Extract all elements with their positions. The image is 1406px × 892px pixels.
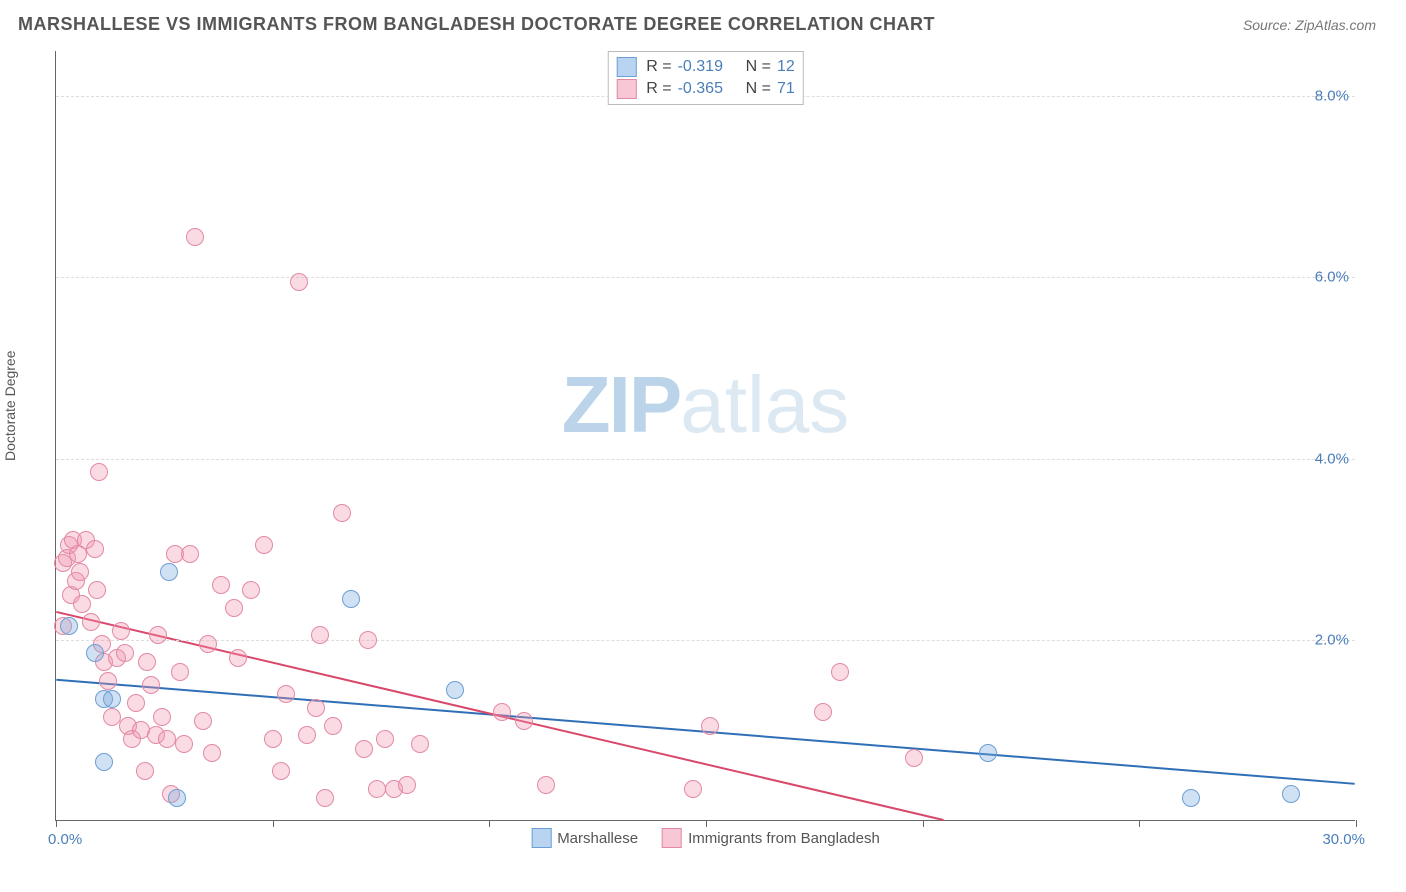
scatter-point-bangladesh — [324, 717, 342, 735]
scatter-point-bangladesh — [186, 228, 204, 246]
stats-legend-box: R = -0.319 N = 12 R = -0.365 N = 71 — [607, 51, 803, 105]
scatter-point-bangladesh — [298, 726, 316, 744]
plot-area: ZIPatlas R = -0.319 N = 12 R = -0.365 N … — [55, 51, 1355, 821]
scatter-point-bangladesh — [272, 762, 290, 780]
scatter-point-bangladesh — [277, 685, 295, 703]
scatter-point-bangladesh — [831, 663, 849, 681]
y-tick-label: 6.0% — [1315, 269, 1349, 286]
scatter-point-marshallese — [160, 563, 178, 581]
scatter-point-bangladesh — [86, 540, 104, 558]
scatter-point-bangladesh — [290, 273, 308, 291]
x-tick-mark — [923, 820, 924, 827]
scatter-point-marshallese — [342, 590, 360, 608]
scatter-point-bangladesh — [158, 730, 176, 748]
stats-row-bangladesh: R = -0.365 N = 71 — [612, 78, 798, 100]
gridline — [56, 277, 1355, 278]
scatter-point-bangladesh — [99, 672, 117, 690]
bottom-legend: Marshallese Immigrants from Bangladesh — [531, 828, 880, 848]
scatter-point-bangladesh — [171, 663, 189, 681]
scatter-point-bangladesh — [311, 626, 329, 644]
scatter-point-bangladesh — [181, 545, 199, 563]
x-tick-mark — [1139, 820, 1140, 827]
scatter-point-bangladesh — [82, 613, 100, 631]
scatter-point-marshallese — [1182, 789, 1200, 807]
scatter-point-bangladesh — [212, 576, 230, 594]
scatter-point-bangladesh — [127, 694, 145, 712]
scatter-point-bangladesh — [142, 676, 160, 694]
chart-header: MARSHALLESE VS IMMIGRANTS FROM BANGLADES… — [0, 0, 1406, 41]
scatter-point-bangladesh — [398, 776, 416, 794]
y-tick-label: 2.0% — [1315, 631, 1349, 648]
scatter-point-bangladesh — [814, 703, 832, 721]
scatter-point-bangladesh — [242, 581, 260, 599]
scatter-point-bangladesh — [264, 730, 282, 748]
scatter-point-bangladesh — [225, 599, 243, 617]
scatter-point-marshallese — [1282, 785, 1300, 803]
swatch-icon — [662, 828, 682, 848]
scatter-point-bangladesh — [136, 762, 154, 780]
watermark: ZIPatlas — [562, 359, 849, 451]
scatter-point-marshallese — [95, 753, 113, 771]
x-tick-mark — [1356, 820, 1357, 827]
scatter-point-bangladesh — [355, 740, 373, 758]
scatter-point-bangladesh — [90, 463, 108, 481]
scatter-point-bangladesh — [175, 735, 193, 753]
scatter-point-bangladesh — [359, 631, 377, 649]
scatter-point-bangladesh — [411, 735, 429, 753]
scatter-point-bangladesh — [316, 789, 334, 807]
scatter-point-bangladesh — [376, 730, 394, 748]
scatter-point-bangladesh — [229, 649, 247, 667]
trend-lines — [56, 51, 1355, 820]
scatter-point-bangladesh — [116, 644, 134, 662]
x-tick-last: 30.0% — [1322, 831, 1365, 848]
scatter-point-bangladesh — [537, 776, 555, 794]
scatter-point-bangladesh — [73, 595, 91, 613]
scatter-point-bangladesh — [138, 653, 156, 671]
y-axis-label: Doctorate Degree — [2, 350, 18, 461]
x-tick-mark — [489, 820, 490, 827]
scatter-point-bangladesh — [153, 708, 171, 726]
legend-item-bangladesh: Immigrants from Bangladesh — [662, 828, 880, 848]
chart-title: MARSHALLESE VS IMMIGRANTS FROM BANGLADES… — [18, 14, 935, 35]
swatch-icon — [616, 79, 636, 99]
scatter-point-bangladesh — [194, 712, 212, 730]
legend-item-marshallese: Marshallese — [531, 828, 638, 848]
swatch-icon — [531, 828, 551, 848]
gridline — [56, 640, 1355, 641]
x-tick-mark — [56, 820, 57, 827]
scatter-point-marshallese — [60, 617, 78, 635]
scatter-point-bangladesh — [88, 581, 106, 599]
x-tick-mark — [706, 820, 707, 827]
gridline — [56, 459, 1355, 460]
y-tick-label: 8.0% — [1315, 88, 1349, 105]
scatter-point-bangladesh — [255, 536, 273, 554]
scatter-point-bangladesh — [905, 749, 923, 767]
chart-outer: Doctorate Degree ZIPatlas R = -0.319 N =… — [0, 41, 1406, 861]
scatter-point-bangladesh — [333, 504, 351, 522]
scatter-point-marshallese — [979, 744, 997, 762]
scatter-point-bangladesh — [199, 635, 217, 653]
scatter-point-marshallese — [446, 681, 464, 699]
x-tick-first: 0.0% — [48, 831, 82, 848]
scatter-point-bangladesh — [71, 563, 89, 581]
stats-row-marshallese: R = -0.319 N = 12 — [612, 56, 798, 78]
scatter-point-bangladesh — [368, 780, 386, 798]
swatch-icon — [616, 57, 636, 77]
scatter-point-marshallese — [103, 690, 121, 708]
y-tick-label: 4.0% — [1315, 450, 1349, 467]
scatter-point-bangladesh — [149, 626, 167, 644]
scatter-point-bangladesh — [684, 780, 702, 798]
x-tick-mark — [273, 820, 274, 827]
scatter-point-bangladesh — [112, 622, 130, 640]
scatter-point-bangladesh — [515, 712, 533, 730]
chart-source: Source: ZipAtlas.com — [1243, 17, 1376, 33]
scatter-point-bangladesh — [493, 703, 511, 721]
scatter-point-bangladesh — [701, 717, 719, 735]
scatter-point-marshallese — [86, 644, 104, 662]
scatter-point-marshallese — [168, 789, 186, 807]
scatter-point-bangladesh — [307, 699, 325, 717]
scatter-point-bangladesh — [203, 744, 221, 762]
